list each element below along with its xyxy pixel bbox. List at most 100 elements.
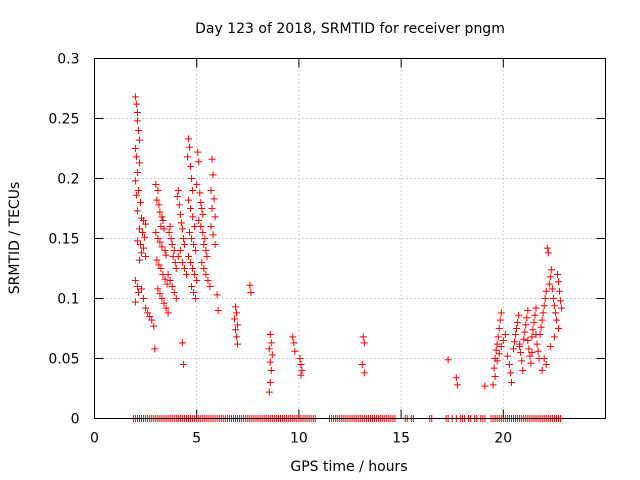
data-point (552, 316, 560, 324)
data-point (187, 205, 195, 212)
data-point (523, 314, 531, 322)
data-point (192, 247, 200, 254)
data-point (141, 233, 149, 241)
data-point (513, 325, 521, 332)
data-point (534, 347, 542, 355)
data-point (516, 343, 524, 350)
data-point (507, 379, 515, 386)
data-point (131, 93, 139, 101)
data-point (156, 208, 164, 216)
data-point (195, 217, 203, 224)
data-point (214, 307, 222, 314)
data-point (515, 311, 523, 319)
data-point (209, 171, 217, 179)
data-point (134, 187, 142, 194)
data-point (266, 379, 274, 386)
data-point (539, 309, 547, 317)
data-point (493, 357, 501, 365)
data-point (501, 331, 509, 338)
tick-labels: 0 0.05 0.1 0.15 0.2 0.25 0.3 0 5 10 15 20 (48, 52, 512, 447)
data-point (154, 235, 162, 242)
x-axis-label: GPS time / hours (290, 459, 407, 475)
data-point (514, 319, 522, 326)
data-point (131, 145, 139, 152)
data-point (554, 278, 562, 286)
data-point (168, 241, 176, 248)
data-point (208, 155, 216, 163)
data-point (234, 340, 242, 348)
data-point (133, 169, 141, 176)
data-point (161, 247, 169, 254)
data-point (517, 349, 525, 356)
data-point (160, 225, 168, 233)
data-point (532, 331, 540, 338)
data-point (497, 309, 505, 317)
data-point (553, 271, 561, 278)
data-point (185, 196, 193, 204)
data-point (358, 361, 366, 368)
x-tick-label: 5 (192, 431, 201, 447)
data-point (185, 253, 193, 260)
data-point (233, 333, 241, 341)
data-point (177, 219, 185, 227)
data-point (298, 367, 306, 374)
data-point (520, 335, 528, 343)
data-point (161, 275, 169, 283)
data-point (167, 235, 175, 242)
data-point (188, 283, 196, 290)
data-point (492, 346, 500, 354)
data-point (530, 319, 538, 326)
data-point (503, 352, 511, 360)
x-tick-label: 20 (494, 431, 512, 447)
data-point (556, 287, 564, 295)
data-point (506, 369, 514, 377)
data-point (551, 309, 559, 317)
data-point (540, 302, 548, 310)
data-point (187, 259, 195, 266)
data-point (133, 283, 141, 290)
data-point (297, 361, 305, 368)
data-point (159, 217, 167, 224)
data-point (135, 159, 143, 167)
data-point (529, 326, 537, 334)
data-point (491, 373, 499, 380)
data-point (290, 339, 298, 347)
y-tick-label: 0.15 (48, 232, 79, 248)
data-point (207, 223, 215, 230)
data-point (178, 259, 186, 266)
data-point (359, 333, 367, 341)
data-point (140, 295, 148, 302)
y-tick-label: 0 (71, 412, 80, 428)
data-point (544, 249, 552, 257)
data-point (158, 243, 166, 251)
data-point (550, 333, 558, 341)
data-point (164, 309, 172, 317)
data-point (166, 277, 174, 284)
data-point (548, 285, 556, 293)
data-point (195, 158, 203, 166)
data-point (142, 304, 150, 312)
data-point (148, 316, 156, 324)
data-point (197, 223, 205, 230)
data-point (528, 349, 536, 356)
data-point (152, 181, 160, 188)
data-point (199, 211, 207, 218)
data-point (202, 247, 210, 254)
data-point (178, 225, 186, 233)
data-point (144, 309, 152, 317)
data-point (191, 271, 199, 278)
data-point (189, 265, 197, 272)
data-point (168, 283, 176, 290)
data-point (176, 211, 184, 218)
data-point (186, 229, 194, 236)
data-point (291, 347, 299, 355)
data-point (190, 241, 198, 248)
data-point (203, 253, 211, 260)
data-point (233, 309, 241, 317)
data-point (139, 229, 147, 236)
data-point (510, 345, 518, 353)
data-point (154, 285, 162, 293)
data-point (519, 367, 527, 374)
data-point (558, 304, 566, 312)
data-point (453, 381, 461, 389)
